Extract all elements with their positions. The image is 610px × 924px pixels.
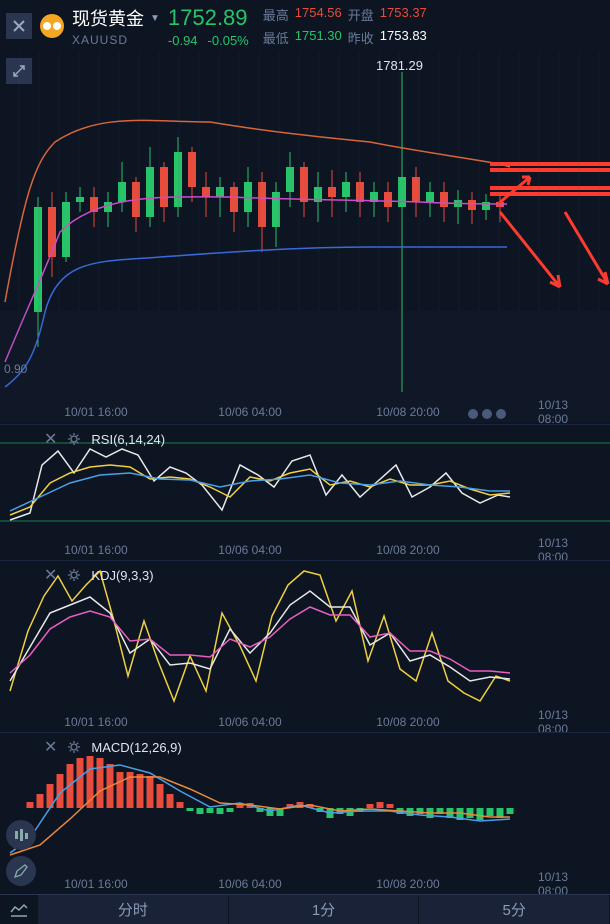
kdj-close-button[interactable]: ✕ xyxy=(44,565,57,585)
macd-close-button[interactable]: ✕ xyxy=(44,737,57,757)
gear-icon xyxy=(67,432,81,446)
tab-1min[interactable]: 1分 xyxy=(229,895,420,924)
macd-title: MACD(12,26,9) xyxy=(91,740,181,755)
chart-header: 现货黄金 ▼ XAUUSD 1752.89 -0.94 -0.05% 最高 17… xyxy=(0,0,610,52)
kdj-settings-button[interactable] xyxy=(67,568,81,582)
gear-icon xyxy=(67,740,81,754)
price-change-pct: -0.05% xyxy=(208,33,249,48)
pagination-dots[interactable] xyxy=(468,409,506,419)
last-price: 1752.89 xyxy=(168,5,249,31)
tab-5min-label: 5分 xyxy=(503,899,526,920)
rsi-title: RSI(6,14,24) xyxy=(91,432,165,447)
instrument-name: 现货黄金 xyxy=(72,5,144,31)
draw-button[interactable] xyxy=(6,856,36,886)
main-chart-panel[interactable]: 0.90 10/01 16:0010/06 04:0010/08 20:0010… xyxy=(0,52,610,422)
high-value: 1754.56 xyxy=(295,5,342,24)
tab-time[interactable]: 分时 xyxy=(38,895,229,924)
rsi-settings-button[interactable] xyxy=(67,432,81,446)
macd-panel[interactable]: ✕ MACD(12,26,9) 10/01 16:0010/06 04:0010… xyxy=(0,732,610,894)
ohlc-grid: 最高 1754.56 开盘 1753.37 最低 1751.30 昨收 1753… xyxy=(263,5,427,47)
kdj-panel[interactable]: ✕ KDJ(9,3,3) 10/01 16:0010/06 04:0010/08… xyxy=(0,560,610,732)
open-value: 1753.37 xyxy=(380,5,427,24)
rsi-panel[interactable]: ✕ RSI(6,14,24) 10/01 16:0010/06 04:0010/… xyxy=(0,424,610,560)
high-label: 最高 xyxy=(263,5,289,24)
price-change: -0.94 xyxy=(168,33,198,48)
low-value: 1751.30 xyxy=(295,28,342,47)
close-button[interactable] xyxy=(6,13,32,39)
tab-collapse[interactable] xyxy=(0,895,38,924)
x-axis-rsi: 10/01 16:0010/06 04:0010/08 20:0010/13 0… xyxy=(0,540,610,560)
instrument-symbol: XAUUSD xyxy=(72,33,160,47)
tab-1min-label: 1分 xyxy=(312,899,335,920)
close-icon xyxy=(12,19,26,33)
prev-label: 昨收 xyxy=(348,28,374,47)
x-axis-macd: 10/01 16:0010/06 04:0010/08 20:0010/13 0… xyxy=(0,874,610,894)
tab-5min[interactable]: 5分 xyxy=(419,895,610,924)
instrument-icon xyxy=(40,14,64,38)
indicator-button[interactable] xyxy=(6,820,36,850)
x-axis-main: 10/01 16:0010/06 04:0010/08 20:0010/13 0… xyxy=(0,402,610,422)
macd-settings-button[interactable] xyxy=(67,740,81,754)
instrument-title[interactable]: 现货黄金 ▼ XAUUSD xyxy=(72,5,160,47)
candlestick-chart xyxy=(0,52,610,402)
chart-underline-icon xyxy=(10,903,28,917)
prev-value: 1753.83 xyxy=(380,28,427,47)
interval-tabs: 分时 1分 5分 xyxy=(0,894,610,924)
y-axis-label: 0.90 xyxy=(4,362,27,376)
low-label: 最低 xyxy=(263,28,289,47)
gear-icon xyxy=(67,568,81,582)
price-block: 1752.89 -0.94 -0.05% xyxy=(168,5,249,48)
open-label: 开盘 xyxy=(348,5,374,24)
dropdown-caret-icon: ▼ xyxy=(150,13,160,24)
kdj-title: KDJ(9,3,3) xyxy=(91,568,153,583)
rsi-close-button[interactable]: ✕ xyxy=(44,429,57,449)
x-axis-kdj: 10/01 16:0010/06 04:0010/08 20:0010/13 0… xyxy=(0,712,610,732)
pencil-icon xyxy=(13,863,29,879)
tab-time-label: 分时 xyxy=(118,899,148,920)
candles-icon xyxy=(13,827,29,843)
